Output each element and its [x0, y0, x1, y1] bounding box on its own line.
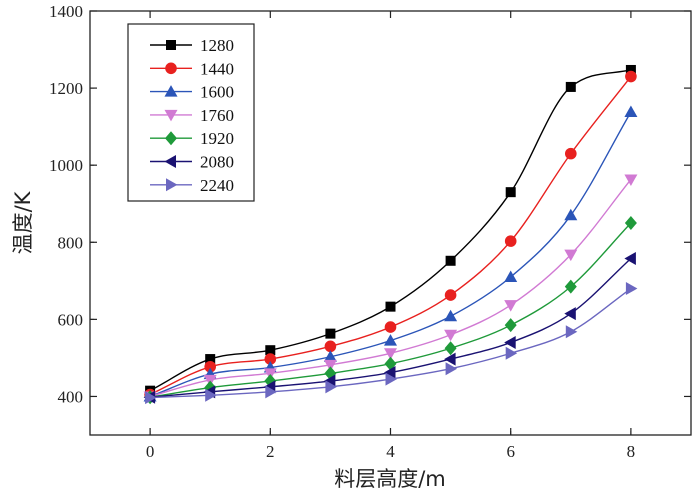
data-point-1920	[564, 279, 577, 294]
y-tick-label: 1400	[49, 2, 83, 21]
data-point-2240	[205, 388, 217, 402]
legend-label: 1920	[200, 129, 234, 148]
data-point-1600	[323, 350, 337, 362]
legend-marker	[165, 62, 177, 75]
legend-item-2240: 2240	[150, 176, 234, 195]
data-point-1760	[504, 300, 518, 312]
legend-label: 1440	[200, 59, 234, 78]
legend-label: 1760	[200, 106, 234, 125]
data-point-1280	[385, 301, 396, 312]
data-point-1280	[565, 81, 576, 92]
legend-item-1280: 1280	[150, 36, 234, 55]
data-point-1600	[384, 334, 397, 346]
x-tick-label: 4	[386, 442, 395, 461]
data-point-1760	[384, 348, 397, 360]
data-point-2080	[564, 307, 576, 321]
legend-label: 1600	[200, 83, 234, 102]
data-point-1280	[625, 64, 636, 75]
x-tick-label: 0	[146, 442, 155, 461]
data-point-1920	[444, 341, 457, 356]
legend-item-1920: 1920	[150, 129, 234, 148]
x-tick-label: 2	[266, 442, 275, 461]
legend-marker	[166, 178, 178, 192]
legend-marker	[166, 40, 176, 50]
data-point-1440	[444, 289, 457, 301]
data-point-1440	[625, 70, 637, 83]
x-tick-label: 6	[506, 442, 515, 461]
data-point-1440	[264, 353, 277, 365]
data-point-2080	[323, 374, 336, 388]
y-tick-label: 1000	[49, 156, 83, 175]
series-line-1760	[149, 179, 632, 398]
legend-marker	[164, 85, 178, 97]
legend-label: 2240	[200, 176, 234, 195]
data-point-1440	[384, 321, 397, 333]
data-point-1760	[323, 359, 337, 372]
series-line-1280	[149, 69, 632, 392]
data-point-1600	[504, 270, 518, 282]
data-point-2240	[265, 385, 277, 399]
y-axis-title: 温度/K	[11, 190, 35, 254]
data-point-1760	[444, 329, 458, 342]
data-point-2240	[565, 325, 578, 339]
series-line-1920	[149, 222, 632, 398]
data-point-2240	[385, 372, 397, 386]
data-point-1760	[624, 174, 638, 186]
data-point-2080	[504, 335, 516, 349]
legend-label: 1280	[200, 36, 234, 55]
data-point-2240	[625, 282, 638, 296]
data-point-2080	[384, 366, 396, 380]
series-2080	[143, 251, 636, 404]
data-point-1280	[325, 328, 336, 339]
data-point-1280	[265, 345, 276, 356]
data-point-1440	[504, 235, 517, 247]
data-point-1440	[324, 340, 337, 353]
x-axis-title: 料层高度/m	[334, 467, 446, 491]
y-tick-label: 1200	[49, 79, 83, 98]
legend-marker	[164, 155, 176, 168]
legend-item-2080: 2080	[150, 153, 234, 172]
legend-marker	[165, 131, 177, 146]
data-point-1600	[624, 105, 638, 117]
data-point-2080	[624, 251, 636, 265]
data-point-2240	[145, 391, 157, 405]
data-point-1920	[624, 216, 637, 230]
data-point-1600	[564, 208, 578, 221]
data-point-2240	[445, 362, 458, 376]
data-point-1440	[204, 360, 216, 373]
legend-item-1440: 1440	[150, 59, 234, 78]
y-tick-label: 400	[58, 387, 84, 406]
y-tick-label: 800	[58, 233, 84, 252]
data-point-1280	[505, 187, 516, 198]
data-point-1920	[504, 318, 517, 333]
data-point-2080	[444, 352, 456, 366]
legend-box	[127, 23, 255, 202]
legend-item-1600: 1600	[150, 83, 234, 102]
legend-item-1760: 1760	[150, 106, 234, 125]
data-point-1280	[445, 255, 456, 266]
series-line-1440	[149, 76, 632, 396]
x-tick-label: 8	[627, 442, 636, 461]
data-point-2240	[505, 346, 518, 360]
data-point-1440	[565, 147, 577, 160]
data-point-1760	[564, 249, 578, 262]
legend-label: 2080	[200, 153, 234, 172]
series-2240	[145, 282, 638, 405]
data-point-2240	[325, 380, 337, 394]
legend-marker	[164, 109, 178, 122]
series-line-1600	[149, 111, 632, 398]
data-point-1600	[444, 309, 458, 322]
data-point-1280	[205, 354, 216, 365]
y-tick-label: 600	[58, 310, 84, 329]
